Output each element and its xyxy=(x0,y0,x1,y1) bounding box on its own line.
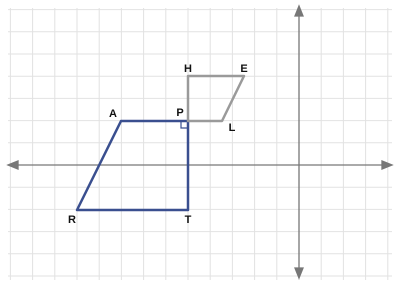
label-a: A xyxy=(109,108,117,120)
grid xyxy=(8,8,392,280)
arrow-down xyxy=(294,267,304,280)
arrow-left xyxy=(6,160,19,170)
trapezoid-hepl xyxy=(186,74,246,123)
arrow-right xyxy=(381,160,394,170)
arrow-up xyxy=(294,4,304,17)
label-h: H xyxy=(184,63,192,75)
right-angle-mark xyxy=(180,121,188,129)
trapezoid-rapt xyxy=(75,119,190,212)
label-l: L xyxy=(229,122,236,134)
label-t: T xyxy=(185,214,192,226)
label-p: P xyxy=(176,107,183,119)
label-e: E xyxy=(240,63,247,75)
label-r: R xyxy=(68,214,76,226)
axes xyxy=(6,4,394,280)
